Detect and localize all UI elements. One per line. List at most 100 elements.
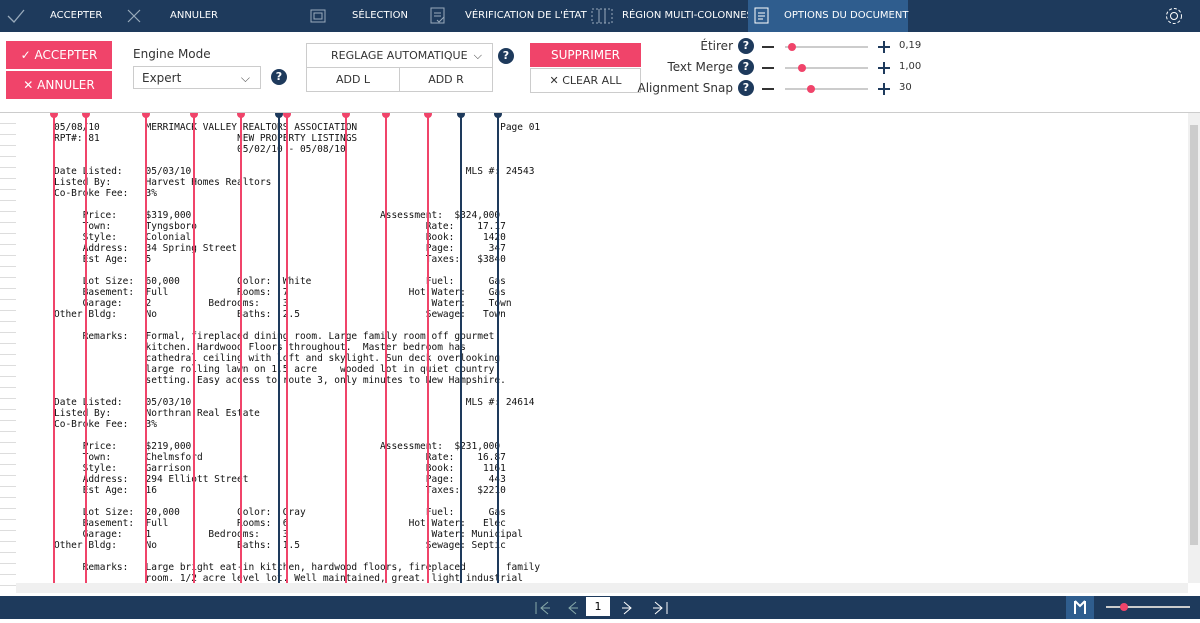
document-line: room. 1/2 acre level lot. Well maintaine… [54,573,524,583]
document-line: Price: $219,000 Assessment: $231,000 [82,441,501,452]
delete-button[interactable]: SUPPRIMER [530,43,641,67]
column-marker-handle[interactable] [283,113,291,118]
document-line: cathedral ceiling with loft and skylight… [145,353,501,364]
slider-track[interactable] [785,88,868,90]
engine-mode-label: Engine Mode [133,47,211,61]
help-icon[interactable]: ? [738,80,754,96]
document-line: Style: Colonial Book: 1420 [82,232,506,243]
add-left-button[interactable]: ADD L [306,67,400,92]
tab-label: ANNULER [170,10,218,21]
minus-button[interactable] [762,46,774,48]
column-marker[interactable] [460,113,462,583]
column-marker-handle[interactable] [275,113,283,118]
plus-button-v[interactable] [883,62,885,74]
help-icon[interactable]: ? [498,48,514,64]
column-marker[interactable] [278,113,280,583]
toolbar: ACCEPTER ANNULER SÉLECTION VÉRIFICATION … [0,0,1200,32]
slider-knob[interactable] [798,64,806,72]
column-marker[interactable] [385,113,387,583]
document-line: Basement: Full Rooms: 6 Hot Water: Elec [82,518,506,529]
engine-mode-select[interactable]: Expert ⌵ [133,66,261,89]
view-toggle[interactable] [1066,596,1094,619]
scroll-thumb[interactable] [1190,125,1198,545]
document-line: Date Listed: 05/03/10 MLS #: 24614 [54,397,535,408]
slider-value: 30 [899,82,912,93]
select-value: REGLAGE AUTOMATIQUE [331,49,468,62]
column-marker-handle[interactable] [457,113,465,118]
document-line: Garage: 2 Bedrooms: 3 Water: Town [54,298,512,309]
accept-button[interactable]: ✓ ACCEPTER [6,41,112,69]
button-label: CLEAR ALL [562,74,622,87]
tab-multi-column[interactable]: RÉGION MULTI-COLONNES [588,0,753,32]
column-marker[interactable] [497,113,499,583]
column-marker-handle[interactable] [237,113,245,118]
add-right-button[interactable]: ADD R [399,67,493,92]
column-marker[interactable] [145,113,147,583]
status-bar: 1 [0,596,1200,619]
document-line: Remarks: Formal, fireplaced dining room.… [54,331,495,342]
tab-label: VÉRIFICATION DE L'ÉTAT [465,10,587,21]
zoom-slider[interactable] [1106,606,1190,608]
document-line: Remarks: Large bright eat-in kitchen, ha… [54,562,541,573]
page-input[interactable]: 1 [586,597,610,616]
column-marker[interactable] [427,113,429,583]
horizontal-scrollbar[interactable] [16,583,1188,593]
tab-label: SÉLECTION [352,10,408,21]
slider-value: 1,00 [899,61,922,72]
document-line: 05/08/10 MERRIMACK VALLEY REALTORS ASSOC… [54,122,541,133]
tab-cancel[interactable]: ANNULER [120,0,230,32]
document-line: Est Age: 16 Taxes: $2210 [82,485,506,496]
button-label: ANNULER [37,78,95,92]
column-marker-handle[interactable] [494,113,502,118]
document-line: kitchen. Hardwood Floors throughout. Mas… [54,342,466,353]
tab-verification[interactable]: VÉRIFICATION DE L'ÉTAT [426,0,587,32]
document-line: Other Bldg: No Baths: 2.5 Sewage: Town [54,309,506,320]
select-value: Expert [142,71,182,85]
document-line: Est Age: 5 Taxes: $3840 [82,254,506,265]
slider-track[interactable] [785,46,868,48]
column-marker[interactable] [345,113,347,583]
column-marker[interactable] [53,113,55,583]
minus-button[interactable] [762,88,774,90]
plus-button-v[interactable] [883,41,885,53]
plus-button-v[interactable] [883,83,885,95]
help-icon[interactable]: ? [738,38,754,54]
vertical-scrollbar[interactable] [1188,113,1200,583]
document-line: Price: $319,000 Assessment: $324,000 [82,210,501,221]
button-label: ACCEPTER [34,48,98,62]
tab-document-options[interactable]: OPTIONS DU DOCUMENT [748,0,908,32]
column-marker-handle[interactable] [50,113,58,118]
column-marker-handle[interactable] [82,113,90,118]
column-marker-handle[interactable] [142,113,150,118]
settings-icon[interactable] [1164,6,1184,26]
column-marker[interactable] [286,113,288,583]
column-marker[interactable] [85,113,87,583]
column-marker[interactable] [193,113,195,583]
document-line: 05/02/10 - 05/08/10 [54,144,346,155]
column-marker-handle[interactable] [382,113,390,118]
clear-all-button[interactable]: ✕ CLEAR ALL [530,68,641,93]
help-icon[interactable]: ? [738,59,754,75]
zoom-knob[interactable] [1120,603,1128,611]
line-gutter [0,113,17,593]
slider-knob[interactable] [807,85,815,93]
slider-track[interactable] [785,67,868,69]
pager-arrows[interactable] [530,599,680,617]
tab-selection[interactable]: SÉLECTION [306,0,426,32]
slider-label: Étirer [700,39,733,53]
auto-adjust-select[interactable]: REGLAGE AUTOMATIQUE ⌵ [306,43,493,68]
tab-accept[interactable]: ACCEPTER [0,0,120,32]
column-marker-handle[interactable] [424,113,432,118]
column-marker-handle[interactable] [190,113,198,118]
tab-label: OPTIONS DU DOCUMENT [784,10,909,21]
cancel-button[interactable]: ✕ ANNULER [6,71,112,99]
help-icon[interactable]: ? [271,69,287,85]
slider-knob[interactable] [788,43,796,51]
document-line: Town: Tyngsboro Rate: 17.17 [82,221,506,232]
document-line: Other Bldg: No Baths: 1.5 Sewage: Septic [54,540,506,551]
document-line: Style: Garrison Book: 1161 [82,463,506,474]
document-line: Co-Broke Fee: 3% [54,188,157,199]
column-marker-handle[interactable] [342,113,350,118]
column-marker[interactable] [240,113,242,583]
minus-button[interactable] [762,67,774,69]
